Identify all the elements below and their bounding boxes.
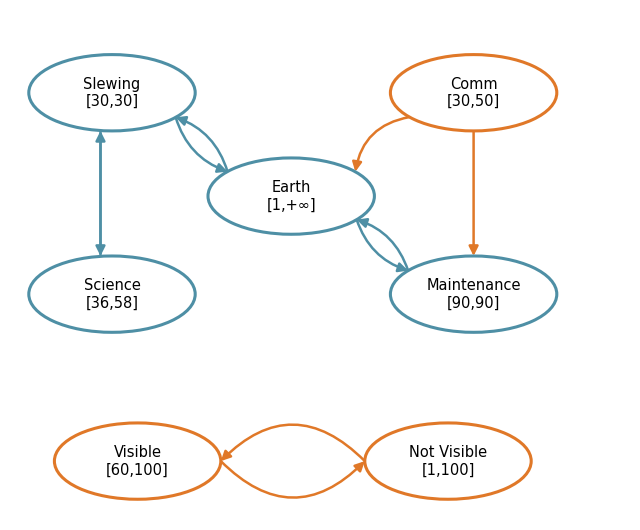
Text: Not Visible
[1,100]: Not Visible [1,100] bbox=[409, 445, 487, 478]
Text: Slewing
[30,30]: Slewing [30,30] bbox=[83, 76, 141, 109]
Text: Earth
[1,+∞]: Earth [1,+∞] bbox=[266, 180, 316, 213]
FancyArrowPatch shape bbox=[221, 461, 363, 498]
Ellipse shape bbox=[54, 423, 221, 499]
FancyArrowPatch shape bbox=[97, 134, 104, 256]
Text: Visible
[60,100]: Visible [60,100] bbox=[106, 445, 169, 478]
FancyArrowPatch shape bbox=[356, 219, 406, 271]
Text: Science
[36,58]: Science [36,58] bbox=[84, 278, 140, 311]
Text: Comm
[30,50]: Comm [30,50] bbox=[447, 76, 500, 109]
Text: Maintenance
[90,90]: Maintenance [90,90] bbox=[426, 278, 521, 311]
FancyArrowPatch shape bbox=[470, 131, 477, 253]
FancyArrowPatch shape bbox=[223, 425, 365, 461]
Ellipse shape bbox=[208, 158, 374, 234]
FancyArrowPatch shape bbox=[175, 117, 225, 172]
FancyArrowPatch shape bbox=[353, 117, 410, 169]
Ellipse shape bbox=[390, 256, 557, 332]
FancyArrowPatch shape bbox=[97, 131, 104, 253]
Ellipse shape bbox=[29, 256, 195, 332]
Ellipse shape bbox=[390, 55, 557, 131]
FancyArrowPatch shape bbox=[359, 219, 408, 271]
Ellipse shape bbox=[29, 55, 195, 131]
Ellipse shape bbox=[365, 423, 531, 499]
FancyArrowPatch shape bbox=[179, 117, 228, 172]
